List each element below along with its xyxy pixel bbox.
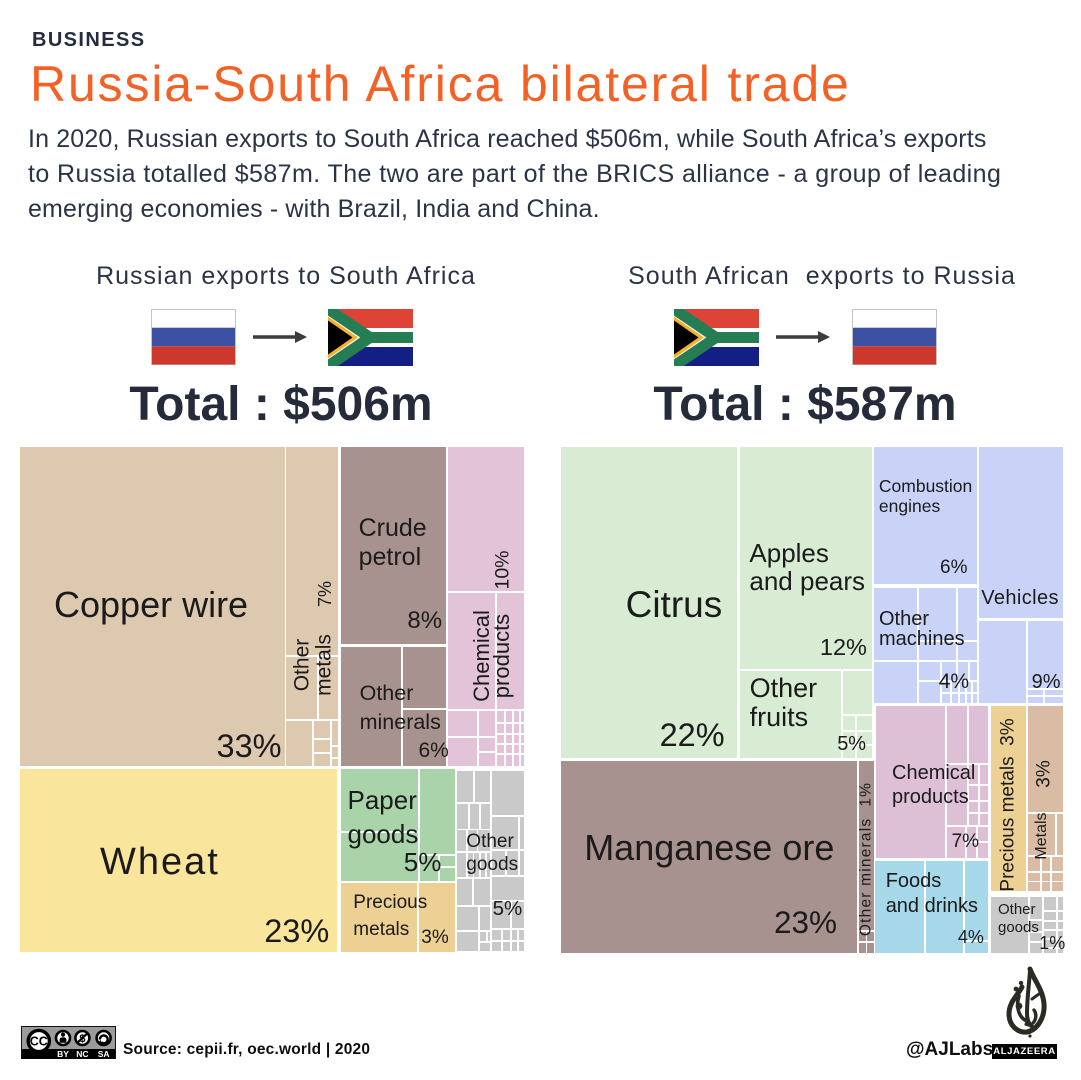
svg-text:BY: BY [57,1049,69,1059]
svg-text:SA: SA [98,1049,110,1059]
svg-text:NC: NC [76,1049,88,1059]
svg-text:CC: CC [30,1035,48,1049]
